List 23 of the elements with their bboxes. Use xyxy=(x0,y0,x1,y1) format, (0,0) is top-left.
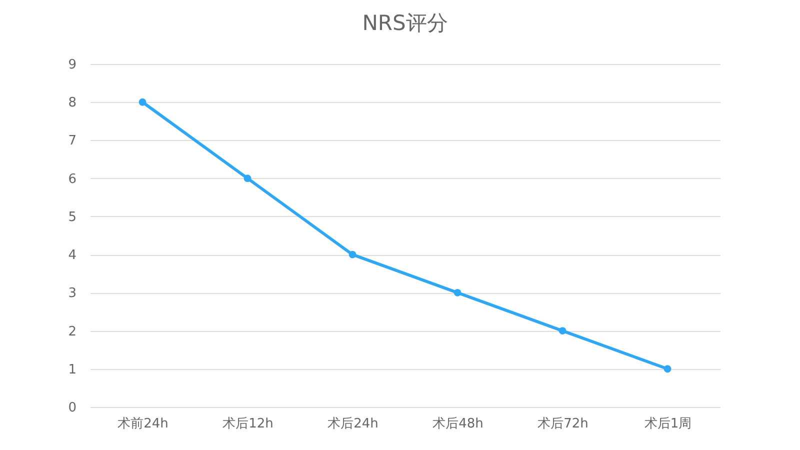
y-tick-label: 5 xyxy=(68,210,76,225)
y-tick-label: 1 xyxy=(68,362,76,378)
y-tick-label: 2 xyxy=(68,324,76,340)
chart-title: NRS评分 xyxy=(362,11,448,35)
point xyxy=(454,288,462,296)
x-tick-label: 术后48h xyxy=(432,416,484,432)
y-tick-label: 4 xyxy=(68,248,76,264)
y-tick-label: 9 xyxy=(68,58,76,72)
x-tick-label: 术后72h xyxy=(538,416,588,432)
y-tick-label: 8 xyxy=(68,96,76,111)
y-tick-label: 7 xyxy=(68,134,76,149)
x-tick-label: 术后12h xyxy=(222,416,274,432)
x-tick-label: 术后24h xyxy=(328,416,378,432)
x-tick-label: 术前24h xyxy=(118,416,168,432)
point xyxy=(138,98,146,106)
point xyxy=(244,174,252,182)
x-tick-label: 术后1周 xyxy=(644,416,692,432)
y-tick-label: 6 xyxy=(68,172,76,187)
point xyxy=(664,365,672,373)
y-tick-label: 3 xyxy=(68,286,76,302)
point xyxy=(348,250,356,258)
point xyxy=(558,327,566,334)
y-tick-label: 0 xyxy=(68,400,76,416)
